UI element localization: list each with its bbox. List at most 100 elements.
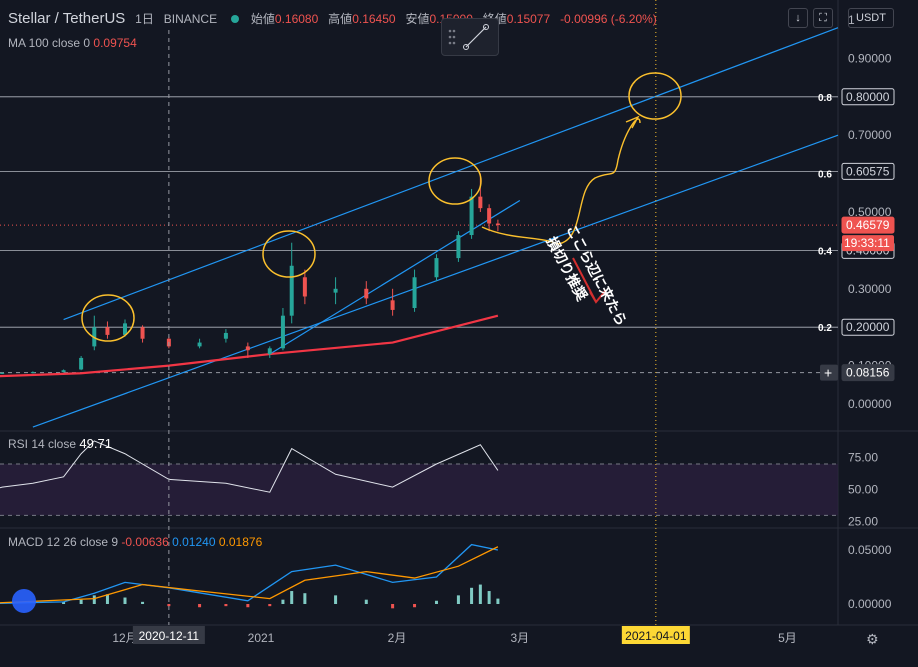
fib-level-label: 0.4 xyxy=(818,246,832,257)
fullscreen-icon[interactable]: ⛶ xyxy=(813,8,833,28)
countdown-badge xyxy=(842,235,894,252)
macd-legend-label: MACD 12 26 close 9 xyxy=(8,535,119,549)
interval-label[interactable]: 1日 xyxy=(135,12,154,26)
drawing-toolbar[interactable] xyxy=(441,18,499,56)
candle-body xyxy=(140,327,145,339)
rsi-tick-label: 25.00 xyxy=(848,515,878,529)
candle-body xyxy=(79,357,84,370)
macd-histogram-bar xyxy=(470,587,474,604)
candle-body xyxy=(289,265,294,316)
price-tick-label: 0.70000 xyxy=(848,128,892,142)
highlight-circle xyxy=(628,72,682,120)
chart-header: Stellar / TetherUS 1日 BINANCE 始値0.16080 … xyxy=(8,10,657,27)
candle-body xyxy=(469,196,474,236)
market-status-icon xyxy=(230,14,239,23)
annotations xyxy=(81,72,682,342)
candle-body xyxy=(105,327,110,335)
macd-tick-label: 0.05000 xyxy=(848,543,892,557)
fib-level-label: 0.6 xyxy=(818,170,832,181)
target-date-value: 2021-04-01 xyxy=(625,629,687,643)
macd-histogram-bar xyxy=(141,601,145,604)
candle-body xyxy=(223,332,228,339)
time-axis-label: 5月 xyxy=(778,631,797,645)
price-tick-label: 0.50000 xyxy=(848,205,892,219)
macd-histogram-bar xyxy=(246,604,250,608)
macd-histogram-bar xyxy=(364,599,368,604)
candle-body xyxy=(478,196,483,209)
time-axis-label: 2月 xyxy=(388,631,407,645)
crosshair-date-value: 2020-12-11 xyxy=(139,629,200,643)
candle-body xyxy=(61,370,66,373)
macd-histogram-bar xyxy=(92,595,96,604)
target-date-badge xyxy=(621,626,690,644)
macd-histogram-bar xyxy=(123,597,127,604)
macd-line xyxy=(0,543,499,604)
channel-trendline xyxy=(269,199,521,355)
time-axis-label: 12月 xyxy=(112,631,137,645)
macd-histogram-bar xyxy=(391,604,395,609)
candle-body xyxy=(333,288,338,293)
rsi-tick-label: 50.00 xyxy=(848,483,878,497)
price-badge xyxy=(841,88,895,106)
price-badge-value: 0.46579 xyxy=(846,218,890,232)
open-value: 0.16080 xyxy=(274,12,319,26)
macd-histogram-bar xyxy=(268,604,272,607)
macd-signal-value: 0.01876 xyxy=(218,535,263,549)
price-badge xyxy=(841,318,895,336)
candle-body xyxy=(245,346,250,351)
channel-trendline xyxy=(32,134,839,428)
axes: 0.000000.100000.200000.300000.400000.500… xyxy=(12,0,895,648)
macd-histogram-bar xyxy=(413,604,417,608)
macd-histogram-bar xyxy=(456,595,460,604)
candle-body xyxy=(487,208,492,224)
candle-body xyxy=(123,323,127,335)
rsi-legend-value: 49.71 xyxy=(79,436,112,451)
macd-tick-label: 0.00000 xyxy=(848,597,892,611)
macd-legend[interactable]: MACD 12 26 close 9 -0.00636 0.01240 0.01… xyxy=(8,535,262,549)
price-tick-label: 0.00000 xyxy=(848,397,892,411)
macd-histogram-bar xyxy=(334,595,338,604)
low-label: 安値 xyxy=(405,12,430,26)
time-axis-label: 2021 xyxy=(248,631,275,645)
price-badge-value: 0.08156 xyxy=(846,366,890,380)
price-pane xyxy=(0,27,839,428)
settings-gear-icon: ⚙ xyxy=(866,632,879,648)
ma-legend-label: MA 100 close 0 xyxy=(8,36,91,50)
macd-histogram-bar xyxy=(167,604,171,607)
rsi-legend[interactable]: RSI 14 close 49.71 xyxy=(8,436,112,451)
currency-button[interactable]: USDT xyxy=(848,8,894,28)
countdown-value: 19:33:11 xyxy=(844,236,890,250)
symbol-title[interactable]: Stellar / TetherUS xyxy=(8,10,126,27)
macd-histogram-bar xyxy=(62,601,66,604)
macd-histogram-bar xyxy=(281,599,285,604)
candle-body xyxy=(495,223,500,226)
price-badge xyxy=(841,162,895,180)
macd-histogram-bar xyxy=(79,599,83,604)
candle-body xyxy=(390,300,395,310)
tradingview-logo-icon xyxy=(12,589,36,613)
price-badge-value: 0.80000 xyxy=(846,90,890,104)
candle-body xyxy=(302,277,307,297)
rsi-tick-label: 75.00 xyxy=(848,451,878,465)
candle-body xyxy=(197,342,202,347)
price-tick-label: 0.30000 xyxy=(848,282,892,296)
highlight-circle xyxy=(81,294,135,342)
ma-legend[interactable]: MA 100 close 0 0.09754 xyxy=(8,36,137,50)
macd-histogram-bar xyxy=(434,600,438,604)
macd-signal-line xyxy=(0,546,499,604)
high-label: 高値 xyxy=(328,12,353,26)
macd-hist-value: -0.00636 xyxy=(121,535,169,549)
candle-body xyxy=(0,372,5,374)
highlight-circle xyxy=(428,157,482,205)
ma100-line xyxy=(0,314,499,378)
macd-histogram-bar xyxy=(487,591,491,604)
price-tick-label: 1 xyxy=(848,13,855,27)
trendline-tool-icon[interactable] xyxy=(442,19,498,55)
candle-body xyxy=(456,235,461,259)
ma-legend-value: 0.09754 xyxy=(93,36,137,50)
candle-body xyxy=(412,277,417,308)
arrow-down-icon[interactable]: ↓ xyxy=(788,8,808,28)
crosshair-date-badge xyxy=(132,626,205,644)
